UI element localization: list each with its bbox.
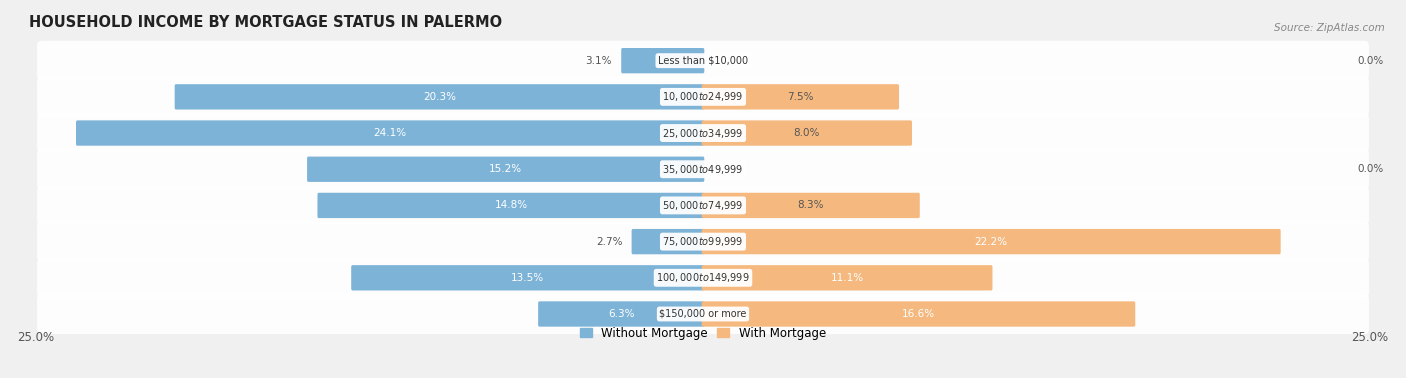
Text: 14.8%: 14.8%: [495, 200, 527, 211]
Text: 24.1%: 24.1%: [374, 128, 406, 138]
FancyBboxPatch shape: [702, 229, 1281, 254]
FancyBboxPatch shape: [621, 48, 704, 73]
FancyBboxPatch shape: [318, 193, 704, 218]
Text: $50,000 to $74,999: $50,000 to $74,999: [662, 199, 744, 212]
Text: $25,000 to $34,999: $25,000 to $34,999: [662, 127, 744, 139]
FancyBboxPatch shape: [37, 77, 1369, 117]
FancyBboxPatch shape: [37, 258, 1369, 298]
FancyBboxPatch shape: [37, 41, 1369, 81]
Text: 8.3%: 8.3%: [797, 200, 824, 211]
FancyBboxPatch shape: [702, 84, 898, 110]
Text: $150,000 or more: $150,000 or more: [659, 309, 747, 319]
FancyBboxPatch shape: [702, 193, 920, 218]
Text: $35,000 to $49,999: $35,000 to $49,999: [662, 163, 744, 176]
Text: 25.0%: 25.0%: [18, 331, 55, 344]
Text: 20.3%: 20.3%: [423, 92, 456, 102]
FancyBboxPatch shape: [702, 301, 1135, 327]
Text: Source: ZipAtlas.com: Source: ZipAtlas.com: [1274, 23, 1385, 33]
Text: 8.0%: 8.0%: [793, 128, 820, 138]
FancyBboxPatch shape: [174, 84, 704, 110]
Text: 22.2%: 22.2%: [974, 237, 1008, 246]
Text: 16.6%: 16.6%: [901, 309, 935, 319]
FancyBboxPatch shape: [352, 265, 704, 290]
FancyBboxPatch shape: [37, 186, 1369, 225]
Text: 0.0%: 0.0%: [1357, 56, 1384, 66]
Text: 15.2%: 15.2%: [489, 164, 522, 174]
Text: $10,000 to $24,999: $10,000 to $24,999: [662, 90, 744, 103]
FancyBboxPatch shape: [631, 229, 704, 254]
Text: 25.0%: 25.0%: [1351, 331, 1388, 344]
FancyBboxPatch shape: [37, 294, 1369, 334]
Text: Less than $10,000: Less than $10,000: [658, 56, 748, 66]
Text: 6.3%: 6.3%: [607, 309, 634, 319]
Text: $100,000 to $149,999: $100,000 to $149,999: [657, 271, 749, 284]
FancyBboxPatch shape: [76, 120, 704, 146]
Text: 2.7%: 2.7%: [596, 237, 623, 246]
FancyBboxPatch shape: [702, 265, 993, 290]
Text: 13.5%: 13.5%: [512, 273, 544, 283]
FancyBboxPatch shape: [307, 156, 704, 182]
Text: 3.1%: 3.1%: [586, 56, 612, 66]
Legend: Without Mortgage, With Mortgage: Without Mortgage, With Mortgage: [581, 327, 825, 339]
Text: 0.0%: 0.0%: [1357, 164, 1384, 174]
FancyBboxPatch shape: [538, 301, 704, 327]
Text: 7.5%: 7.5%: [787, 92, 814, 102]
Text: HOUSEHOLD INCOME BY MORTGAGE STATUS IN PALERMO: HOUSEHOLD INCOME BY MORTGAGE STATUS IN P…: [28, 15, 502, 30]
Text: $75,000 to $99,999: $75,000 to $99,999: [662, 235, 744, 248]
FancyBboxPatch shape: [37, 222, 1369, 262]
FancyBboxPatch shape: [37, 149, 1369, 189]
Text: 11.1%: 11.1%: [831, 273, 863, 283]
FancyBboxPatch shape: [702, 120, 912, 146]
FancyBboxPatch shape: [37, 113, 1369, 153]
